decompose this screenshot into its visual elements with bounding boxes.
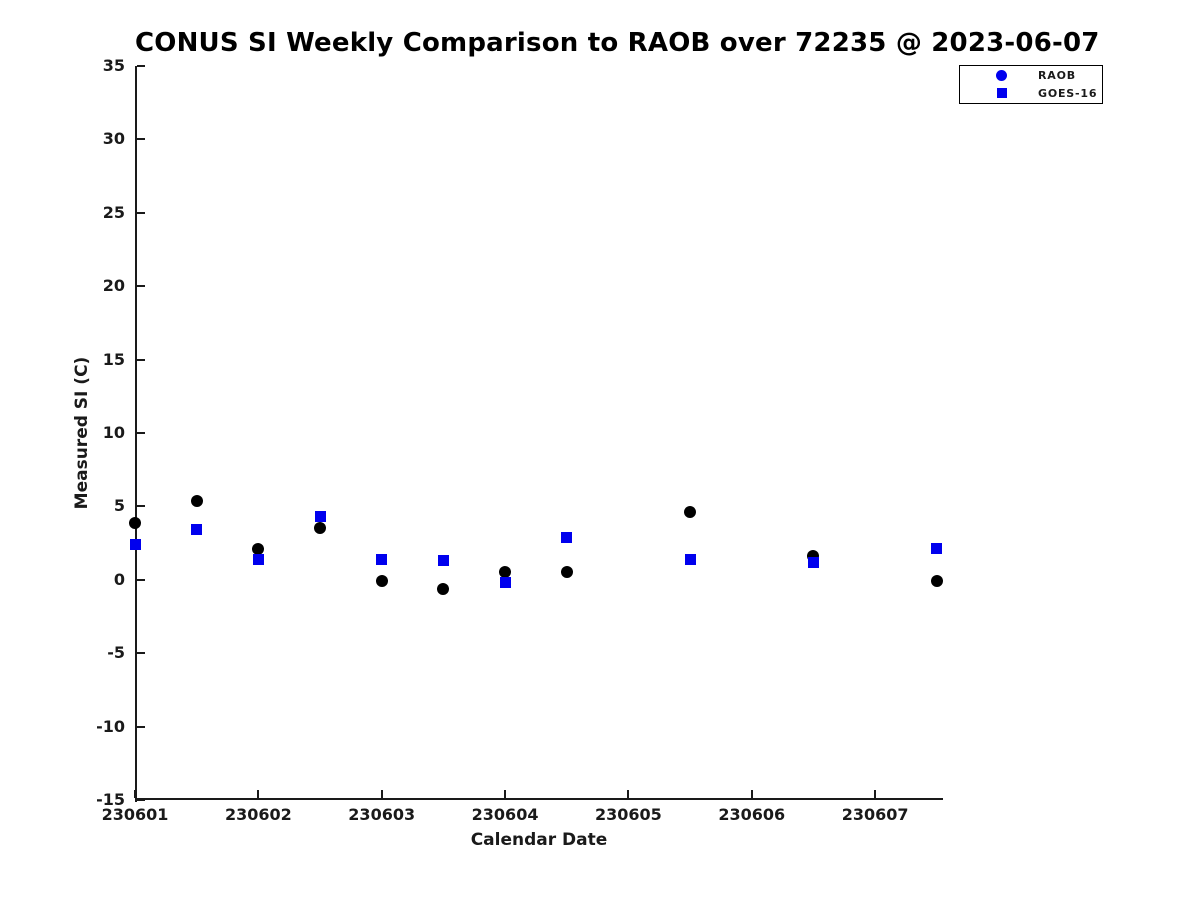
legend-entry-goes16: GOES-16	[960, 85, 1102, 101]
y-tick	[137, 505, 145, 508]
x-tick-label: 230607	[841, 805, 909, 824]
data-point-raob	[375, 575, 388, 588]
data-point-goes16	[499, 577, 511, 589]
y-tick	[137, 432, 145, 434]
x-tick	[874, 790, 877, 798]
y-tick-label: -15	[96, 790, 125, 809]
data-point-raob	[930, 575, 943, 588]
y-tick-label: 10	[102, 423, 125, 442]
y-tick-label: 25	[102, 202, 125, 222]
x-axis-label: Calendar Date	[470, 830, 608, 850]
x-tick-label: 230603	[348, 805, 416, 824]
data-point-goes16	[561, 531, 573, 543]
data-point-goes16	[129, 539, 141, 551]
y-tick-label: -5	[107, 643, 125, 663]
data-point-goes16	[191, 524, 203, 536]
x-tick	[380, 790, 383, 798]
x-tick-label: 230606	[718, 805, 786, 824]
y-tick	[137, 65, 145, 67]
x-tick	[257, 790, 260, 798]
data-point-goes16	[807, 556, 819, 568]
data-point-raob	[252, 542, 265, 555]
data-point-goes16	[376, 553, 388, 565]
x-tick-label: 230604	[471, 805, 539, 824]
y-tick-label: 20	[102, 276, 125, 296]
legend-label-goes16: GOES-16	[1038, 86, 1098, 100]
x-tick-label: 230605	[595, 805, 662, 824]
y-axis-spine	[135, 66, 137, 802]
y-tick	[137, 799, 145, 801]
y-tick-label: -10	[96, 716, 125, 736]
raob-circle-icon	[996, 70, 1007, 82]
chart-title: CONUS SI Weekly Comparison to RAOB over …	[135, 28, 1100, 58]
legend: RAOB GOES-16	[959, 65, 1103, 104]
y-tick	[137, 652, 145, 655]
x-tick-label: 230601	[101, 805, 169, 824]
y-tick-label: 0	[113, 569, 125, 589]
data-point-raob	[684, 506, 697, 519]
data-point-goes16	[314, 511, 326, 523]
y-tick	[137, 578, 145, 581]
data-point-goes16	[437, 555, 449, 567]
y-tick	[137, 358, 145, 361]
x-axis-spine	[135, 798, 943, 800]
x-tick	[750, 790, 753, 798]
x-tick-label: 230602	[224, 805, 292, 824]
legend-label-raob: RAOB	[1038, 69, 1076, 83]
data-point-raob	[190, 494, 203, 507]
y-tick	[137, 138, 145, 141]
x-tick	[504, 790, 507, 798]
legend-entry-raob: RAOB	[960, 68, 1102, 84]
data-point-raob	[129, 516, 141, 529]
data-point-raob	[560, 566, 573, 579]
y-tick-label: 35	[102, 56, 125, 75]
data-point-goes16	[252, 553, 264, 565]
x-tick	[134, 790, 136, 798]
data-point-goes16	[931, 543, 943, 555]
data-point-raob	[314, 522, 327, 535]
data-point-goes16	[684, 553, 696, 565]
goes16-square-icon	[997, 88, 1007, 99]
y-tick-label: 15	[102, 349, 125, 369]
y-tick	[137, 725, 145, 728]
y-tick-label: 5	[113, 496, 125, 516]
y-tick	[137, 285, 145, 288]
y-tick	[137, 211, 145, 214]
y-tick-label: 30	[102, 129, 125, 149]
x-tick	[627, 790, 630, 798]
data-point-raob	[437, 582, 450, 595]
data-point-raob	[499, 566, 512, 579]
